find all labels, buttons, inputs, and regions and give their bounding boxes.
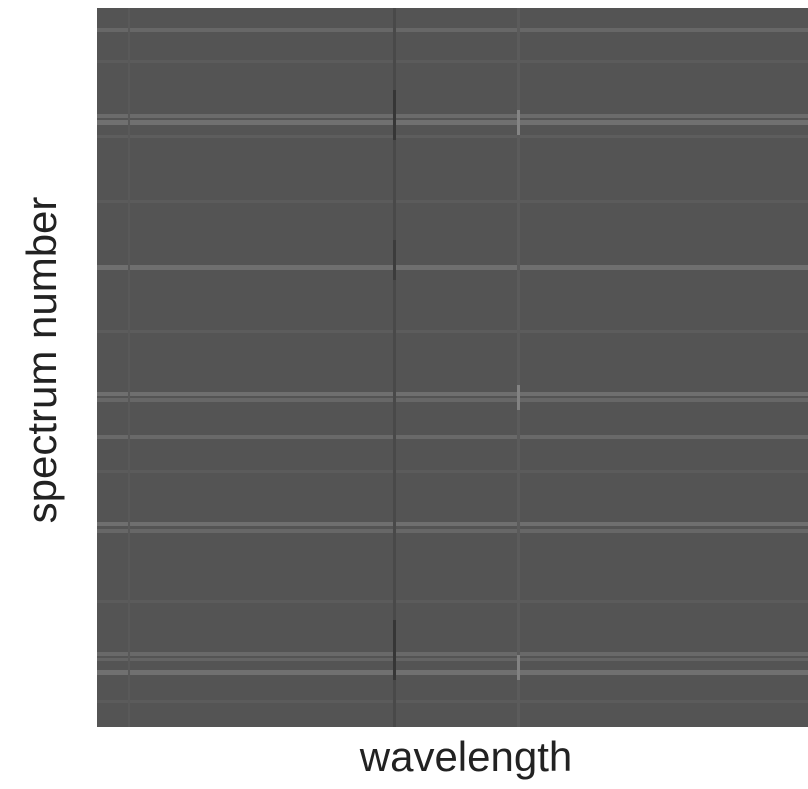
y-axis-label: spectrum number (18, 197, 65, 524)
spectrum-texture (97, 8, 808, 727)
heatmap-image (97, 8, 808, 727)
plot-area (97, 8, 808, 727)
x-axis-label: wavelength (359, 733, 572, 780)
